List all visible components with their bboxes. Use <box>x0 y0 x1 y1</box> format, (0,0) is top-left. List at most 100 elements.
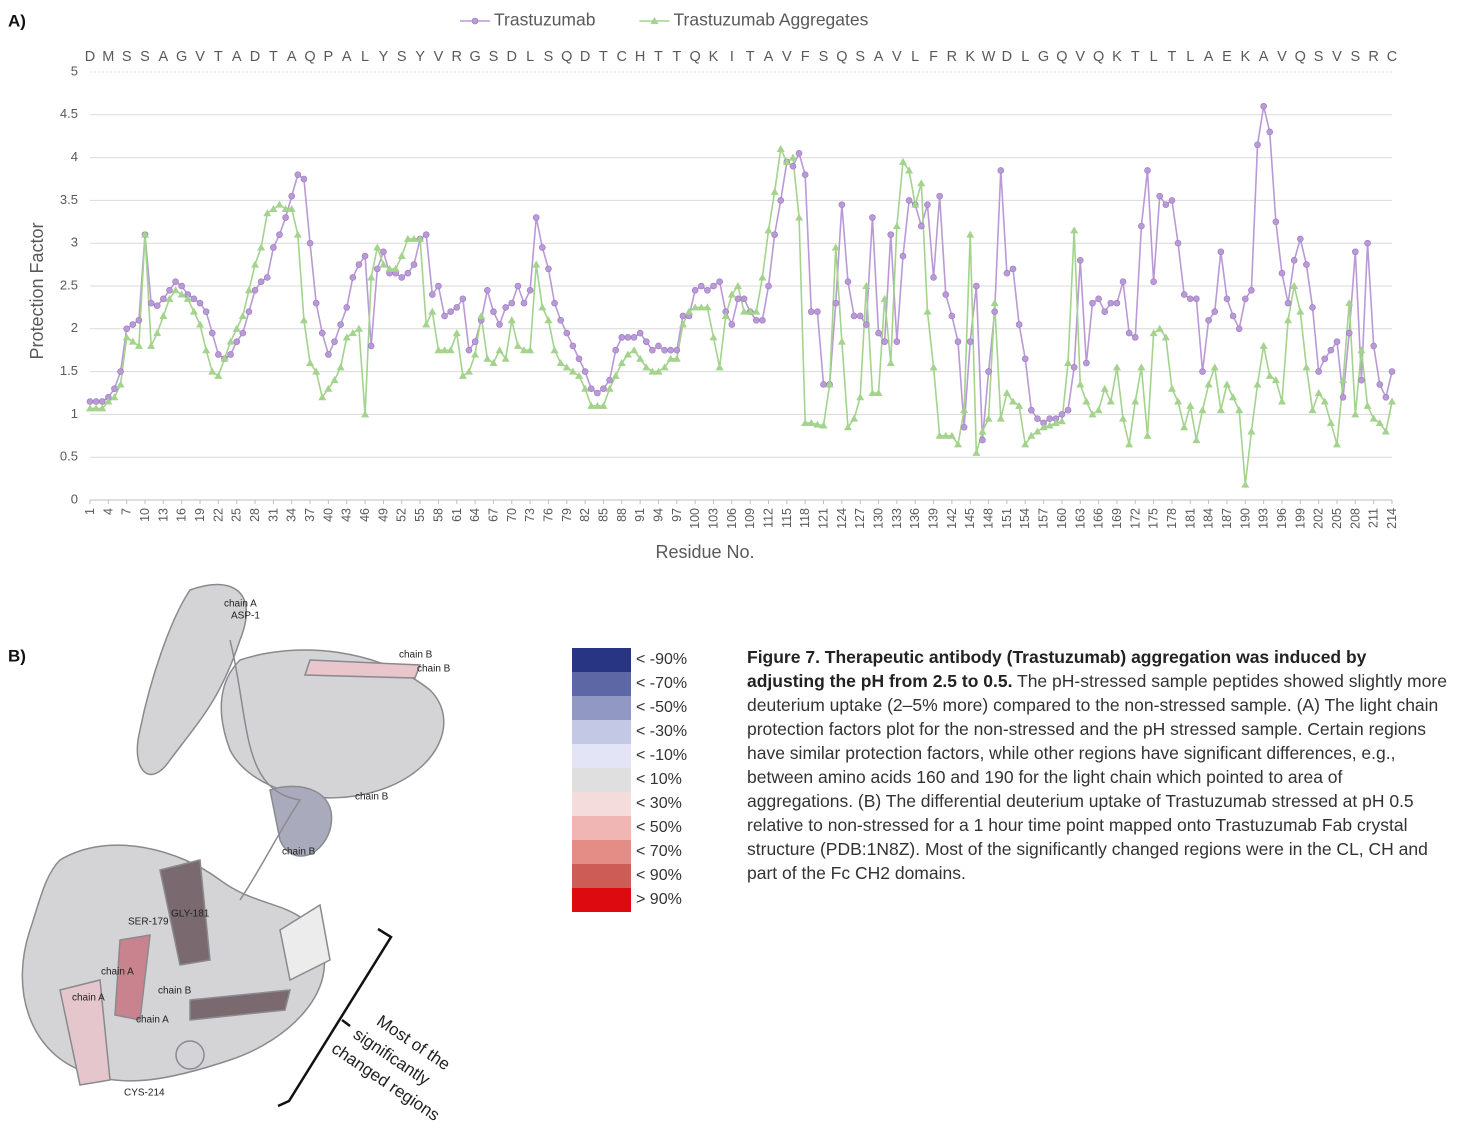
marker <box>104 397 113 405</box>
marker <box>526 346 535 354</box>
marker <box>1131 334 1139 341</box>
series-line <box>90 146 1393 485</box>
sequence-letter: F <box>801 49 810 65</box>
marker <box>941 431 950 439</box>
ribbon <box>279 903 331 982</box>
marker <box>110 393 119 401</box>
x-tick-label: 157 <box>1037 508 1051 529</box>
x-tick-label: 91 <box>633 508 647 522</box>
marker <box>740 307 749 315</box>
x-tick-label: 148 <box>982 508 996 529</box>
sequence-letter: A <box>874 49 884 65</box>
marker <box>1101 308 1109 315</box>
marker <box>606 376 613 384</box>
marker <box>1327 346 1335 354</box>
sequence-letter: Q <box>561 49 572 65</box>
marker <box>324 384 333 392</box>
marker <box>92 404 101 412</box>
marker <box>159 311 168 319</box>
x-tick-label: 172 <box>1128 508 1142 529</box>
marker <box>1138 222 1145 230</box>
marker <box>134 341 143 349</box>
marker <box>844 278 852 286</box>
sequence-letter: D <box>580 49 590 65</box>
marker <box>697 303 706 311</box>
marker <box>318 393 327 401</box>
marker <box>752 307 761 315</box>
protein-structure <box>21 583 445 1086</box>
marker <box>178 282 185 290</box>
x-tick-label: 124 <box>835 508 849 529</box>
marker <box>1376 381 1384 388</box>
ribbon <box>159 859 211 966</box>
marker <box>721 311 730 319</box>
sequence-letter: D <box>85 49 95 65</box>
x-tick-label: 31 <box>266 508 280 522</box>
x-tick-label: 190 <box>1238 508 1252 529</box>
sequence-letter: S <box>140 49 150 65</box>
marker <box>239 329 247 337</box>
marker <box>869 214 876 221</box>
marker <box>251 286 259 294</box>
marker <box>1155 324 1164 332</box>
marker <box>795 213 804 221</box>
x-tick-label: 43 <box>340 508 354 522</box>
marker <box>1217 248 1225 256</box>
marker <box>196 299 204 307</box>
marker <box>642 338 650 345</box>
marker <box>1113 299 1121 307</box>
sequence-letter: A <box>1259 49 1269 65</box>
marker <box>183 294 192 302</box>
marker <box>1314 389 1323 396</box>
sequence-letter: K <box>709 49 719 65</box>
marker <box>899 252 907 260</box>
marker <box>813 420 822 428</box>
marker <box>270 244 277 251</box>
marker <box>520 346 528 354</box>
marker <box>1107 299 1115 307</box>
marker <box>1174 397 1183 405</box>
sequence-letter: Y <box>379 49 389 65</box>
marker <box>299 316 308 324</box>
sequence-letter: L <box>526 49 534 65</box>
marker <box>422 231 430 238</box>
marker <box>825 380 834 388</box>
y-tick-label: 2 <box>71 320 78 335</box>
marker <box>429 291 436 298</box>
x-tick-label: 205 <box>1330 508 1344 529</box>
marker <box>464 367 473 375</box>
marker <box>1260 102 1267 110</box>
marker <box>306 359 315 367</box>
y-tick-label: 1.5 <box>60 363 78 378</box>
sequence-letter: T <box>746 49 755 65</box>
marker <box>1271 376 1280 384</box>
marker <box>1186 295 1194 303</box>
marker <box>776 145 785 153</box>
marker <box>758 273 767 281</box>
marker <box>979 436 986 444</box>
marker <box>361 410 370 418</box>
marker <box>458 371 467 379</box>
marker <box>752 316 760 324</box>
marker <box>1222 380 1231 388</box>
marker <box>954 440 962 448</box>
x-tick-label: 85 <box>596 508 610 522</box>
sequence-letter: G <box>469 49 480 65</box>
marker <box>1015 321 1023 328</box>
y-tick-label: 0.5 <box>60 449 78 464</box>
marker <box>501 354 510 362</box>
structure-label: ASP-1 <box>231 611 260 622</box>
marker <box>733 282 742 289</box>
marker <box>428 307 437 315</box>
marker <box>336 363 345 371</box>
marker <box>410 261 418 268</box>
marker <box>642 363 651 371</box>
marker <box>122 333 131 341</box>
marker <box>1021 440 1030 448</box>
sequence-letter: Q <box>1093 49 1104 65</box>
sequence-letter: S <box>544 49 554 65</box>
sequence-letter: D <box>250 49 260 65</box>
marker <box>1333 338 1341 345</box>
x-tick-label: 169 <box>1110 508 1124 529</box>
marker <box>648 367 657 375</box>
